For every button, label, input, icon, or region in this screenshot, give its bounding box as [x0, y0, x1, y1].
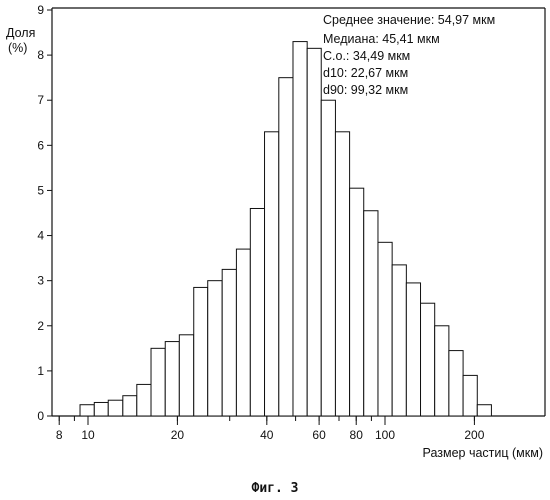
histogram-bar	[435, 326, 449, 416]
y-tick-label: 1	[37, 364, 44, 378]
histogram-bar	[463, 375, 477, 416]
histogram-bar	[364, 211, 378, 416]
histogram-bar	[165, 342, 179, 416]
histogram-bar	[179, 335, 193, 416]
y-tick-label: 3	[37, 274, 44, 288]
x-tick-label: 100	[375, 428, 395, 442]
plot-area: 0 1 2 3 4 5 6 7 8 9 8 10 20 40 60 80 100 200	[37, 3, 545, 442]
x-tick-label: 20	[171, 428, 185, 442]
x-tick-label: 8	[56, 428, 63, 442]
histogram-bar	[208, 281, 222, 416]
histogram-bar	[123, 396, 137, 416]
y-tick-label: 0	[37, 409, 44, 423]
figure-caption: Фиг. 3	[252, 481, 299, 496]
histogram-bar	[94, 402, 108, 416]
x-tick-label: 40	[260, 428, 274, 442]
y-tick-label: 2	[37, 319, 44, 333]
bars-group	[80, 42, 491, 416]
histogram-bar	[350, 188, 364, 416]
stat-mean: Среднее значение: 54,97 мкм	[323, 13, 495, 27]
histogram-bar	[449, 351, 463, 416]
y-tick-label: 8	[37, 48, 44, 62]
histogram-bar	[151, 348, 165, 416]
y-ticks-group: 0 1 2 3 4 5 6 7 8 9	[37, 3, 52, 423]
stat-d10: d10: 22,67 мкм	[323, 66, 408, 80]
y-tick-label: 6	[37, 138, 44, 152]
x-tick-label: 200	[464, 428, 484, 442]
histogram-bar	[137, 384, 151, 416]
stats-box: Среднее значение: 54,97 мкм Медиана: 45,…	[323, 13, 495, 97]
histogram-bar	[378, 242, 392, 416]
stat-median: Медиана: 45,41 мкм	[323, 32, 440, 46]
stat-d90: d90: 99,32 мкм	[323, 83, 408, 97]
histogram-bar	[108, 400, 123, 416]
histogram-bar	[265, 132, 279, 416]
histogram-bar	[406, 283, 420, 416]
x-tick-label: 10	[81, 428, 95, 442]
x-tick-label: 80	[350, 428, 364, 442]
histogram-bar	[421, 303, 435, 416]
histogram-bar	[194, 287, 208, 416]
histogram-bar	[392, 265, 406, 416]
stat-std: С.о.: 34,49 мкм	[323, 49, 410, 63]
histogram-bar	[477, 405, 491, 416]
histogram-bar	[250, 208, 264, 416]
x-ticks-group: 8 10 20 40 60 80 100 200	[56, 416, 485, 442]
x-tick-label: 60	[312, 428, 326, 442]
histogram-bar	[293, 42, 307, 416]
histogram-bar	[236, 249, 250, 416]
x-axis-title: Размер частиц (мкм)	[423, 446, 543, 460]
y-tick-label: 5	[37, 183, 44, 197]
histogram-bar	[307, 48, 321, 416]
histogram-bar	[279, 78, 293, 416]
y-axis-title-line1: Доля	[6, 26, 35, 40]
histogram-bar	[335, 132, 349, 416]
histogram-bar	[222, 269, 236, 416]
y-tick-label: 4	[37, 229, 44, 243]
y-axis-title-line2: (%)	[8, 41, 27, 55]
histogram-bar	[80, 405, 94, 416]
y-tick-label: 7	[37, 93, 44, 107]
histogram-bar	[321, 100, 335, 416]
y-tick-label: 9	[37, 3, 44, 17]
